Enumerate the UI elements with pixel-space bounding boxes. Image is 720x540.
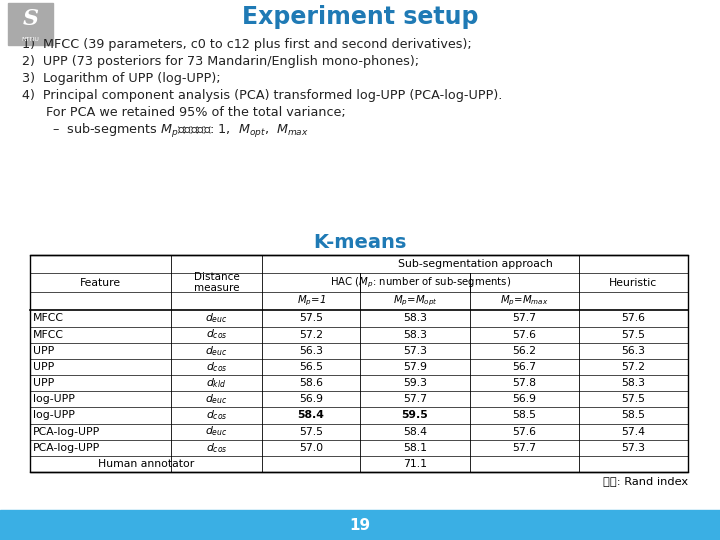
Text: $d_{kld}$: $d_{kld}$ [207, 376, 227, 390]
Text: 56.9: 56.9 [512, 394, 536, 404]
Text: 71.1: 71.1 [403, 459, 427, 469]
Text: $d_{euc}$: $d_{euc}$ [205, 424, 228, 438]
Text: Experiment setup: Experiment setup [242, 5, 478, 29]
Text: $d_{euc}$: $d_{euc}$ [205, 393, 228, 406]
Text: Distance
measure: Distance measure [194, 272, 240, 293]
Text: Human annotator: Human annotator [98, 459, 194, 469]
Text: 3)  Logarithm of UPP (log-UPP);: 3) Logarithm of UPP (log-UPP); [22, 72, 220, 85]
Text: 58.4: 58.4 [403, 427, 427, 436]
Text: MFCC: MFCC [33, 313, 64, 323]
Text: K-means: K-means [313, 233, 407, 252]
Text: UPP: UPP [33, 362, 54, 372]
Text: 57.6: 57.6 [512, 427, 536, 436]
Text: 57.2: 57.2 [299, 329, 323, 340]
Text: –  sub-segments $M_p$的三種選擇: 1,  $M_{opt}$,  $M_{max}$: – sub-segments $M_p$的三種選擇: 1, $M_{opt}$,… [52, 122, 309, 140]
Text: 59.3: 59.3 [403, 378, 427, 388]
Text: Heuristic: Heuristic [609, 278, 657, 288]
Text: log-UPP: log-UPP [33, 394, 75, 404]
Text: $M_p$=$M_{max}$: $M_p$=$M_{max}$ [500, 294, 548, 308]
Text: Feature: Feature [80, 278, 121, 288]
Text: PCA-log-UPP: PCA-log-UPP [33, 443, 100, 453]
Text: $d_{euc}$: $d_{euc}$ [205, 312, 228, 325]
Text: log-UPP: log-UPP [33, 410, 75, 421]
Text: $d_{euc}$: $d_{euc}$ [205, 344, 228, 357]
Text: HAC ($M_p$: number of sub-segments): HAC ($M_p$: number of sub-segments) [330, 275, 511, 290]
Text: 57.5: 57.5 [299, 313, 323, 323]
Text: S: S [22, 8, 39, 30]
Text: 单位: Rand index: 单位: Rand index [603, 476, 688, 486]
Text: PCA-log-UPP: PCA-log-UPP [33, 427, 100, 436]
Text: 58.3: 58.3 [403, 329, 427, 340]
Text: 57.6: 57.6 [512, 329, 536, 340]
Text: 57.5: 57.5 [621, 394, 645, 404]
Text: 57.3: 57.3 [403, 346, 427, 356]
Bar [0, 510, 720, 540]
Text: 57.0: 57.0 [299, 443, 323, 453]
Text: 57.7: 57.7 [512, 313, 536, 323]
Text: 57.5: 57.5 [621, 329, 645, 340]
Text: 57.9: 57.9 [403, 362, 427, 372]
Text: NTNU: NTNU [22, 37, 40, 43]
Text: 58.5: 58.5 [512, 410, 536, 421]
Text: 58.4: 58.4 [297, 410, 325, 421]
Text: 57.3: 57.3 [621, 443, 645, 453]
Text: 59.5: 59.5 [402, 410, 428, 421]
Text: 57.4: 57.4 [621, 427, 645, 436]
Text: 56.3: 56.3 [299, 346, 323, 356]
Text: For PCA we retained 95% of the total variance;: For PCA we retained 95% of the total var… [22, 106, 346, 119]
Text: 57.8: 57.8 [512, 378, 536, 388]
Text: $d_{cos}$: $d_{cos}$ [206, 409, 228, 422]
Text: 58.1: 58.1 [403, 443, 427, 453]
Text: 56.2: 56.2 [512, 346, 536, 356]
Text: 57.6: 57.6 [621, 313, 645, 323]
Text: Sub-segmentation approach: Sub-segmentation approach [397, 259, 552, 269]
Text: 1)  MFCC (39 parameters, c0 to c12 plus first and second derivatives);: 1) MFCC (39 parameters, c0 to c12 plus f… [22, 38, 472, 51]
Text: $M_p$=$M_{opt}$: $M_p$=$M_{opt}$ [392, 294, 437, 308]
Text: 58.6: 58.6 [299, 378, 323, 388]
Text: 58.3: 58.3 [621, 378, 645, 388]
Bar [8, 3, 53, 45]
Text: 56.9: 56.9 [299, 394, 323, 404]
Text: UPP: UPP [33, 346, 54, 356]
Text: 57.7: 57.7 [512, 443, 536, 453]
Text: $d_{cos}$: $d_{cos}$ [206, 360, 228, 374]
Text: 57.5: 57.5 [299, 427, 323, 436]
Text: MFCC: MFCC [33, 329, 64, 340]
Text: 56.7: 56.7 [512, 362, 536, 372]
Text: 56.5: 56.5 [299, 362, 323, 372]
Text: UPP: UPP [33, 378, 54, 388]
Text: 58.3: 58.3 [403, 313, 427, 323]
Text: 58.5: 58.5 [621, 410, 645, 421]
Text: 56.3: 56.3 [621, 346, 645, 356]
Text: 4)  Principal component analysis (PCA) transformed log-UPP (PCA-log-UPP).: 4) Principal component analysis (PCA) tr… [22, 89, 503, 102]
Text: 19: 19 [349, 517, 371, 532]
Text: $d_{cos}$: $d_{cos}$ [206, 441, 228, 455]
Text: 57.7: 57.7 [403, 394, 427, 404]
Bar [30, 255, 688, 472]
Text: $M_p$=1: $M_p$=1 [297, 294, 325, 308]
Text: 57.2: 57.2 [621, 362, 645, 372]
Text: $d_{cos}$: $d_{cos}$ [206, 328, 228, 341]
Text: 2)  UPP (73 posteriors for 73 Mandarin/English mono-phones);: 2) UPP (73 posteriors for 73 Mandarin/En… [22, 55, 419, 68]
